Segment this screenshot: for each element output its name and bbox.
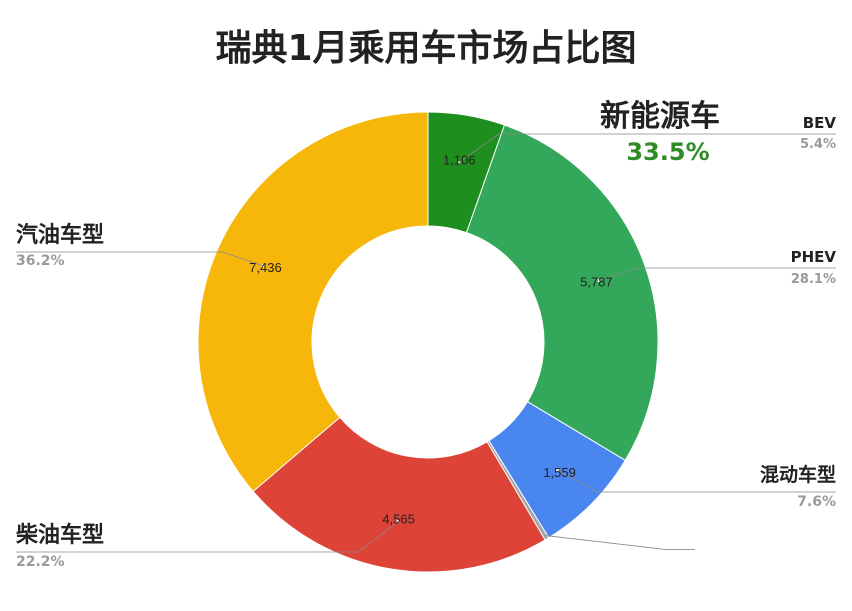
leader-lines-group xyxy=(16,133,836,553)
slice-diesel xyxy=(252,416,546,573)
leader-line-phev xyxy=(599,267,836,281)
slice-gasoline xyxy=(197,111,429,493)
labels-group: 1,106 5,787 1,559 4,565 7,436 BEV 5.4% PHEV 28.1… xyxy=(15,99,836,570)
leader-line-hybrid xyxy=(557,469,836,493)
legend-name-diesel: 柴油车型 xyxy=(15,522,104,548)
legend-name-hybrid: 混动车型 xyxy=(760,463,836,486)
slice-value-phev: 5,787 xyxy=(580,274,613,289)
legend-percent-phev: 28.1% xyxy=(791,272,836,287)
leader-line-other xyxy=(544,535,695,550)
legend-name-gasoline: 汽油车型 xyxy=(16,222,104,248)
slice-value-hybrid: 1,559 xyxy=(543,465,576,480)
nev-group-label: 新能源车 xyxy=(600,99,720,134)
leader-line-bev xyxy=(458,133,836,163)
slices-group xyxy=(197,111,659,573)
legend-name-phev: PHEV xyxy=(791,248,837,266)
leader-line-diesel xyxy=(16,521,399,553)
slice-value-diesel: 4,565 xyxy=(382,512,415,527)
legend-percent-diesel: 22.2% xyxy=(16,554,65,570)
legend-percent-gasoline: 36.2% xyxy=(16,253,65,269)
leader-line-gasoline xyxy=(16,251,263,267)
slice-value-gasoline: 7,436 xyxy=(249,260,282,275)
legend-percent-bev: 5.4% xyxy=(800,137,836,152)
slice-phev xyxy=(465,124,659,462)
legend-name-bev: BEV xyxy=(803,114,837,132)
slice-value-bev: 1,106 xyxy=(443,153,476,168)
chart-title: 瑞典1月乘用车市场占比图 xyxy=(215,28,636,69)
nev-group-percent: 33.5% xyxy=(626,138,709,166)
legend-percent-hybrid: 7.6% xyxy=(797,494,836,510)
